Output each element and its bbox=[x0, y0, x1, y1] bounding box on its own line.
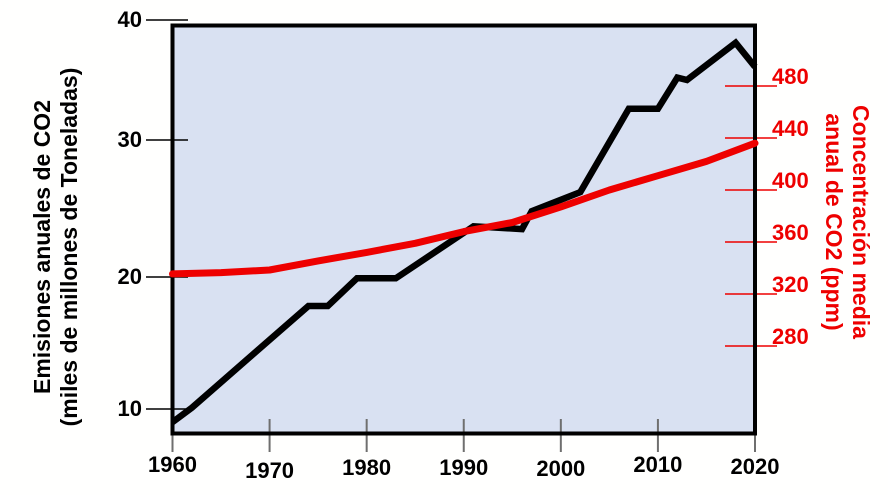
x-axis-tick-label: 2000 bbox=[536, 456, 586, 481]
left-axis-title-line2: (miles de millones de Toneladas) bbox=[56, 67, 82, 427]
x-axis-tick-label: 1970 bbox=[245, 458, 295, 483]
left-axis-tick-label: 10 bbox=[117, 396, 142, 421]
concentracion-media-anual-co2-line bbox=[169, 139, 759, 278]
x-axis-tick-label: 2010 bbox=[633, 452, 683, 477]
right-axis-title-line2: anual de CO2 (ppm) bbox=[821, 113, 847, 331]
x-axis-tick-label: 2020 bbox=[730, 454, 780, 479]
left-axis-tick-label: 40 bbox=[117, 7, 142, 32]
right-axis-tick-label: 480 bbox=[772, 64, 809, 89]
right-axis-tick-label: 440 bbox=[772, 116, 809, 141]
left-axis-title-line1: Emisiones anuales de CO2 bbox=[29, 100, 55, 395]
x-axis-tick-label: 1990 bbox=[439, 455, 489, 480]
right-axis-tick-label: 360 bbox=[772, 220, 809, 245]
right-axis-title: Concentración media anual de CO2 (ppm) bbox=[818, 67, 874, 377]
plot-frame bbox=[170, 23, 757, 436]
right-axis-tick-label: 320 bbox=[772, 272, 809, 297]
left-axis-title: Emisiones anuales de CO2 (miles de millo… bbox=[29, 52, 85, 442]
left-axis-tick-label: 20 bbox=[117, 264, 142, 289]
right-axis-tick-label: 280 bbox=[772, 324, 809, 349]
x-axis-tick-label: 1960 bbox=[148, 452, 197, 477]
x-axis-tick-label: 1980 bbox=[342, 455, 392, 480]
right-axis-tick-label: 400 bbox=[772, 168, 809, 193]
left-axis-tick-label: 30 bbox=[117, 127, 142, 152]
right-axis-title-line1: Concentración media bbox=[848, 105, 874, 339]
